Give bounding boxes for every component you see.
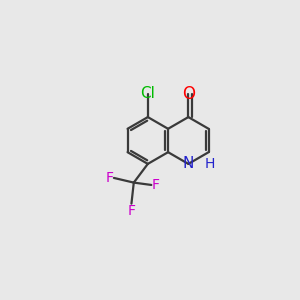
Text: F: F <box>128 204 135 218</box>
Text: Cl: Cl <box>140 86 155 101</box>
Text: F: F <box>106 171 114 185</box>
Text: N: N <box>183 156 194 171</box>
Text: F: F <box>151 178 159 192</box>
Text: H: H <box>204 157 214 171</box>
Text: O: O <box>182 85 195 103</box>
